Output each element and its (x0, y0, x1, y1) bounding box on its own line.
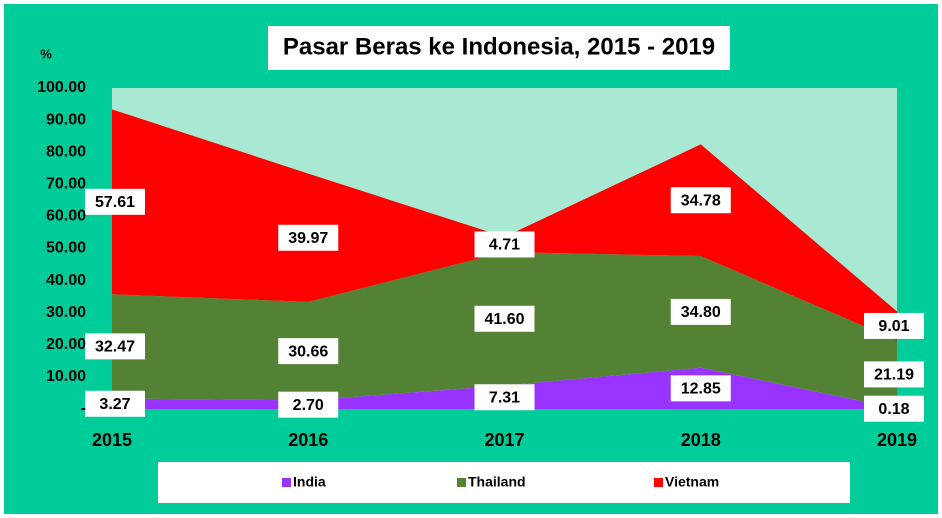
data-label-box (278, 338, 339, 365)
data-label-box (864, 312, 924, 339)
data-label-box (670, 375, 731, 402)
data-label: 30.66 (288, 343, 328, 360)
legend-label: India (293, 474, 326, 490)
legend-box (158, 462, 850, 503)
data-label-box (474, 231, 535, 258)
data-label-box (85, 188, 145, 215)
y-axis-label: % (40, 46, 52, 61)
data-label-box (670, 298, 731, 325)
y-tick-label: 50.00 (46, 240, 86, 257)
x-tick-label: 2019 (877, 430, 917, 450)
area (112, 109, 897, 341)
data-label: 0.18 (878, 401, 909, 418)
x-tick-label: 2018 (681, 430, 721, 450)
data-label-box (670, 187, 731, 214)
data-label-box (85, 390, 145, 417)
data-label: 12.85 (681, 381, 721, 398)
data-label-box (278, 391, 339, 418)
legend-label: Thailand (468, 474, 526, 490)
y-tick-label: 60.00 (46, 208, 86, 225)
data-label: 3.27 (99, 396, 130, 413)
y-tick-label: 40.00 (46, 272, 86, 289)
data-label: 41.60 (484, 311, 524, 328)
y-tick-label: 10.00 (46, 368, 86, 385)
y-tick-label: 30.00 (46, 304, 86, 321)
y-tick-label: 20.00 (46, 336, 86, 353)
data-label: 39.97 (288, 230, 328, 247)
data-label: 32.47 (95, 339, 135, 356)
y-tick-label: 80.00 (46, 143, 86, 160)
data-label-box (85, 333, 145, 360)
legend-swatch (654, 478, 663, 487)
data-label-box (278, 224, 339, 251)
legend-swatch (457, 478, 466, 487)
data-label: 34.80 (681, 304, 721, 321)
x-tick-label: 2016 (288, 430, 328, 450)
data-label-box (864, 361, 924, 388)
data-label-box (864, 395, 924, 422)
legend-label: Vietnam (665, 474, 719, 490)
y-tick-label: 100.00 (37, 79, 86, 96)
data-label: 2.70 (293, 397, 324, 414)
data-label: 21.19 (874, 367, 914, 384)
data-label: 57.61 (95, 194, 135, 211)
data-label: 9.01 (878, 318, 909, 335)
x-tick-label: 2017 (484, 430, 524, 450)
y-tick-label: 70.00 (46, 176, 86, 193)
y-tick-label: 90.00 (46, 111, 86, 128)
chart-title: Pasar Beras ke Indonesia, 2015 - 2019 (283, 33, 715, 60)
data-label: 7.31 (489, 389, 520, 406)
data-label-box (474, 384, 535, 411)
data-label: 4.71 (489, 237, 520, 254)
title-box (268, 26, 730, 70)
data-label: 34.78 (681, 192, 721, 209)
y-tick-label: - (81, 400, 86, 417)
data-label-box (474, 305, 535, 332)
legend-swatch (282, 478, 291, 487)
x-tick-label: 2015 (92, 430, 132, 450)
